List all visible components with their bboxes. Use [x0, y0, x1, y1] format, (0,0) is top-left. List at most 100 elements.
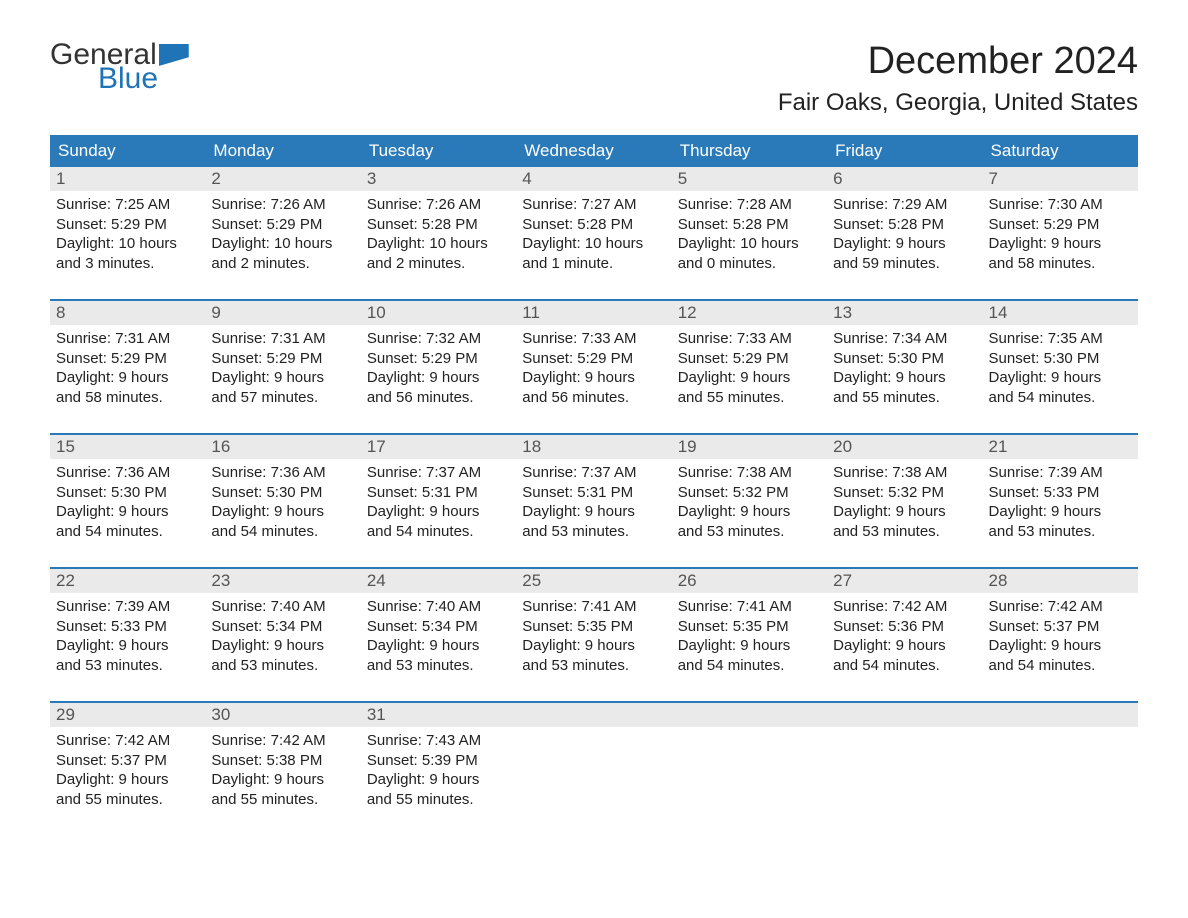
day-dl1: Daylight: 9 hours: [367, 502, 510, 522]
day-sunset: Sunset: 5:35 PM: [678, 617, 821, 637]
day-dl2: and 55 minutes.: [211, 790, 354, 810]
day-sunset: Sunset: 5:33 PM: [56, 617, 199, 637]
day-cell: 11Sunrise: 7:33 AMSunset: 5:29 PMDayligh…: [516, 301, 671, 415]
day-header: Tuesday: [361, 135, 516, 167]
day-number: 21: [983, 435, 1138, 459]
day-sunset: Sunset: 5:28 PM: [678, 215, 821, 235]
day-body: Sunrise: 7:42 AMSunset: 5:37 PMDaylight:…: [983, 593, 1138, 683]
day-number: 7: [983, 167, 1138, 191]
day-body: Sunrise: 7:40 AMSunset: 5:34 PMDaylight:…: [361, 593, 516, 683]
day-sunset: Sunset: 5:29 PM: [522, 349, 665, 369]
day-sunset: Sunset: 5:35 PM: [522, 617, 665, 637]
day-number: 26: [672, 569, 827, 593]
day-header: Thursday: [672, 135, 827, 167]
day-sunrise: Sunrise: 7:42 AM: [989, 597, 1132, 617]
day-number: 19: [672, 435, 827, 459]
logo: General Blue: [50, 40, 189, 94]
day-dl1: Daylight: 10 hours: [211, 234, 354, 254]
day-number: 11: [516, 301, 671, 325]
day-number-row: 3: [361, 167, 516, 191]
day-dl2: and 54 minutes.: [833, 656, 976, 676]
day-dl1: Daylight: 9 hours: [367, 636, 510, 656]
day-cell: 28Sunrise: 7:42 AMSunset: 5:37 PMDayligh…: [983, 569, 1138, 683]
day-sunset: Sunset: 5:34 PM: [367, 617, 510, 637]
day-number: 3: [361, 167, 516, 191]
day-dl2: and 54 minutes.: [989, 388, 1132, 408]
day-cell: 14Sunrise: 7:35 AMSunset: 5:30 PMDayligh…: [983, 301, 1138, 415]
day-number: 14: [983, 301, 1138, 325]
day-sunset: Sunset: 5:34 PM: [211, 617, 354, 637]
day-body: Sunrise: 7:25 AMSunset: 5:29 PMDaylight:…: [50, 191, 205, 281]
day-dl1: Daylight: 9 hours: [989, 368, 1132, 388]
day-dl1: Daylight: 10 hours: [56, 234, 199, 254]
day-cell: 25Sunrise: 7:41 AMSunset: 5:35 PMDayligh…: [516, 569, 671, 683]
day-cell: 24Sunrise: 7:40 AMSunset: 5:34 PMDayligh…: [361, 569, 516, 683]
day-cell: [672, 703, 827, 817]
day-number: [672, 703, 827, 727]
day-dl1: Daylight: 9 hours: [989, 636, 1132, 656]
day-body: Sunrise: 7:39 AMSunset: 5:33 PMDaylight:…: [50, 593, 205, 683]
day-cell: 31Sunrise: 7:43 AMSunset: 5:39 PMDayligh…: [361, 703, 516, 817]
day-number-row: 25: [516, 569, 671, 593]
day-dl1: Daylight: 9 hours: [211, 636, 354, 656]
day-header: Saturday: [983, 135, 1138, 167]
day-number: 20: [827, 435, 982, 459]
day-body: Sunrise: 7:27 AMSunset: 5:28 PMDaylight:…: [516, 191, 671, 281]
day-sunrise: Sunrise: 7:40 AM: [367, 597, 510, 617]
day-number: 18: [516, 435, 671, 459]
day-sunrise: Sunrise: 7:41 AM: [522, 597, 665, 617]
day-sunset: Sunset: 5:29 PM: [367, 349, 510, 369]
day-body: Sunrise: 7:34 AMSunset: 5:30 PMDaylight:…: [827, 325, 982, 415]
day-sunrise: Sunrise: 7:31 AM: [56, 329, 199, 349]
day-sunrise: Sunrise: 7:27 AM: [522, 195, 665, 215]
day-dl1: Daylight: 10 hours: [367, 234, 510, 254]
day-number: 6: [827, 167, 982, 191]
day-cell: 1Sunrise: 7:25 AMSunset: 5:29 PMDaylight…: [50, 167, 205, 281]
day-sunrise: Sunrise: 7:40 AM: [211, 597, 354, 617]
day-sunrise: Sunrise: 7:36 AM: [56, 463, 199, 483]
day-cell: 18Sunrise: 7:37 AMSunset: 5:31 PMDayligh…: [516, 435, 671, 549]
day-cell: 17Sunrise: 7:37 AMSunset: 5:31 PMDayligh…: [361, 435, 516, 549]
day-sunset: Sunset: 5:29 PM: [211, 215, 354, 235]
day-dl1: Daylight: 9 hours: [833, 502, 976, 522]
day-number-row: 6: [827, 167, 982, 191]
day-dl1: Daylight: 9 hours: [678, 502, 821, 522]
day-dl2: and 1 minute.: [522, 254, 665, 274]
day-dl1: Daylight: 9 hours: [211, 502, 354, 522]
day-sunset: Sunset: 5:30 PM: [56, 483, 199, 503]
day-sunset: Sunset: 5:32 PM: [678, 483, 821, 503]
day-body: Sunrise: 7:31 AMSunset: 5:29 PMDaylight:…: [205, 325, 360, 415]
day-number: 31: [361, 703, 516, 727]
day-number-row: 27: [827, 569, 982, 593]
day-sunrise: Sunrise: 7:41 AM: [678, 597, 821, 617]
day-number-row: 26: [672, 569, 827, 593]
day-number-row: 15: [50, 435, 205, 459]
day-number-row: 2: [205, 167, 360, 191]
day-dl2: and 53 minutes.: [833, 522, 976, 542]
day-body: Sunrise: 7:42 AMSunset: 5:38 PMDaylight:…: [205, 727, 360, 817]
day-dl2: and 58 minutes.: [56, 388, 199, 408]
weeks-container: 1Sunrise: 7:25 AMSunset: 5:29 PMDaylight…: [50, 167, 1138, 817]
day-number-row: 31: [361, 703, 516, 727]
day-cell: 27Sunrise: 7:42 AMSunset: 5:36 PMDayligh…: [827, 569, 982, 683]
day-number-row: [672, 703, 827, 727]
day-cell: [983, 703, 1138, 817]
day-body: Sunrise: 7:33 AMSunset: 5:29 PMDaylight:…: [672, 325, 827, 415]
day-number: 23: [205, 569, 360, 593]
week-row: 8Sunrise: 7:31 AMSunset: 5:29 PMDaylight…: [50, 299, 1138, 415]
day-sunset: Sunset: 5:33 PM: [989, 483, 1132, 503]
day-sunset: Sunset: 5:28 PM: [522, 215, 665, 235]
day-number-row: 12: [672, 301, 827, 325]
day-header: Monday: [205, 135, 360, 167]
location-text: Fair Oaks, Georgia, United States: [778, 89, 1138, 117]
day-sunrise: Sunrise: 7:25 AM: [56, 195, 199, 215]
day-number: 29: [50, 703, 205, 727]
day-dl2: and 53 minutes.: [678, 522, 821, 542]
day-number-row: 13: [827, 301, 982, 325]
day-cell: 30Sunrise: 7:42 AMSunset: 5:38 PMDayligh…: [205, 703, 360, 817]
day-sunset: Sunset: 5:30 PM: [989, 349, 1132, 369]
day-dl1: Daylight: 9 hours: [56, 502, 199, 522]
day-sunrise: Sunrise: 7:31 AM: [211, 329, 354, 349]
day-cell: 19Sunrise: 7:38 AMSunset: 5:32 PMDayligh…: [672, 435, 827, 549]
day-sunrise: Sunrise: 7:32 AM: [367, 329, 510, 349]
